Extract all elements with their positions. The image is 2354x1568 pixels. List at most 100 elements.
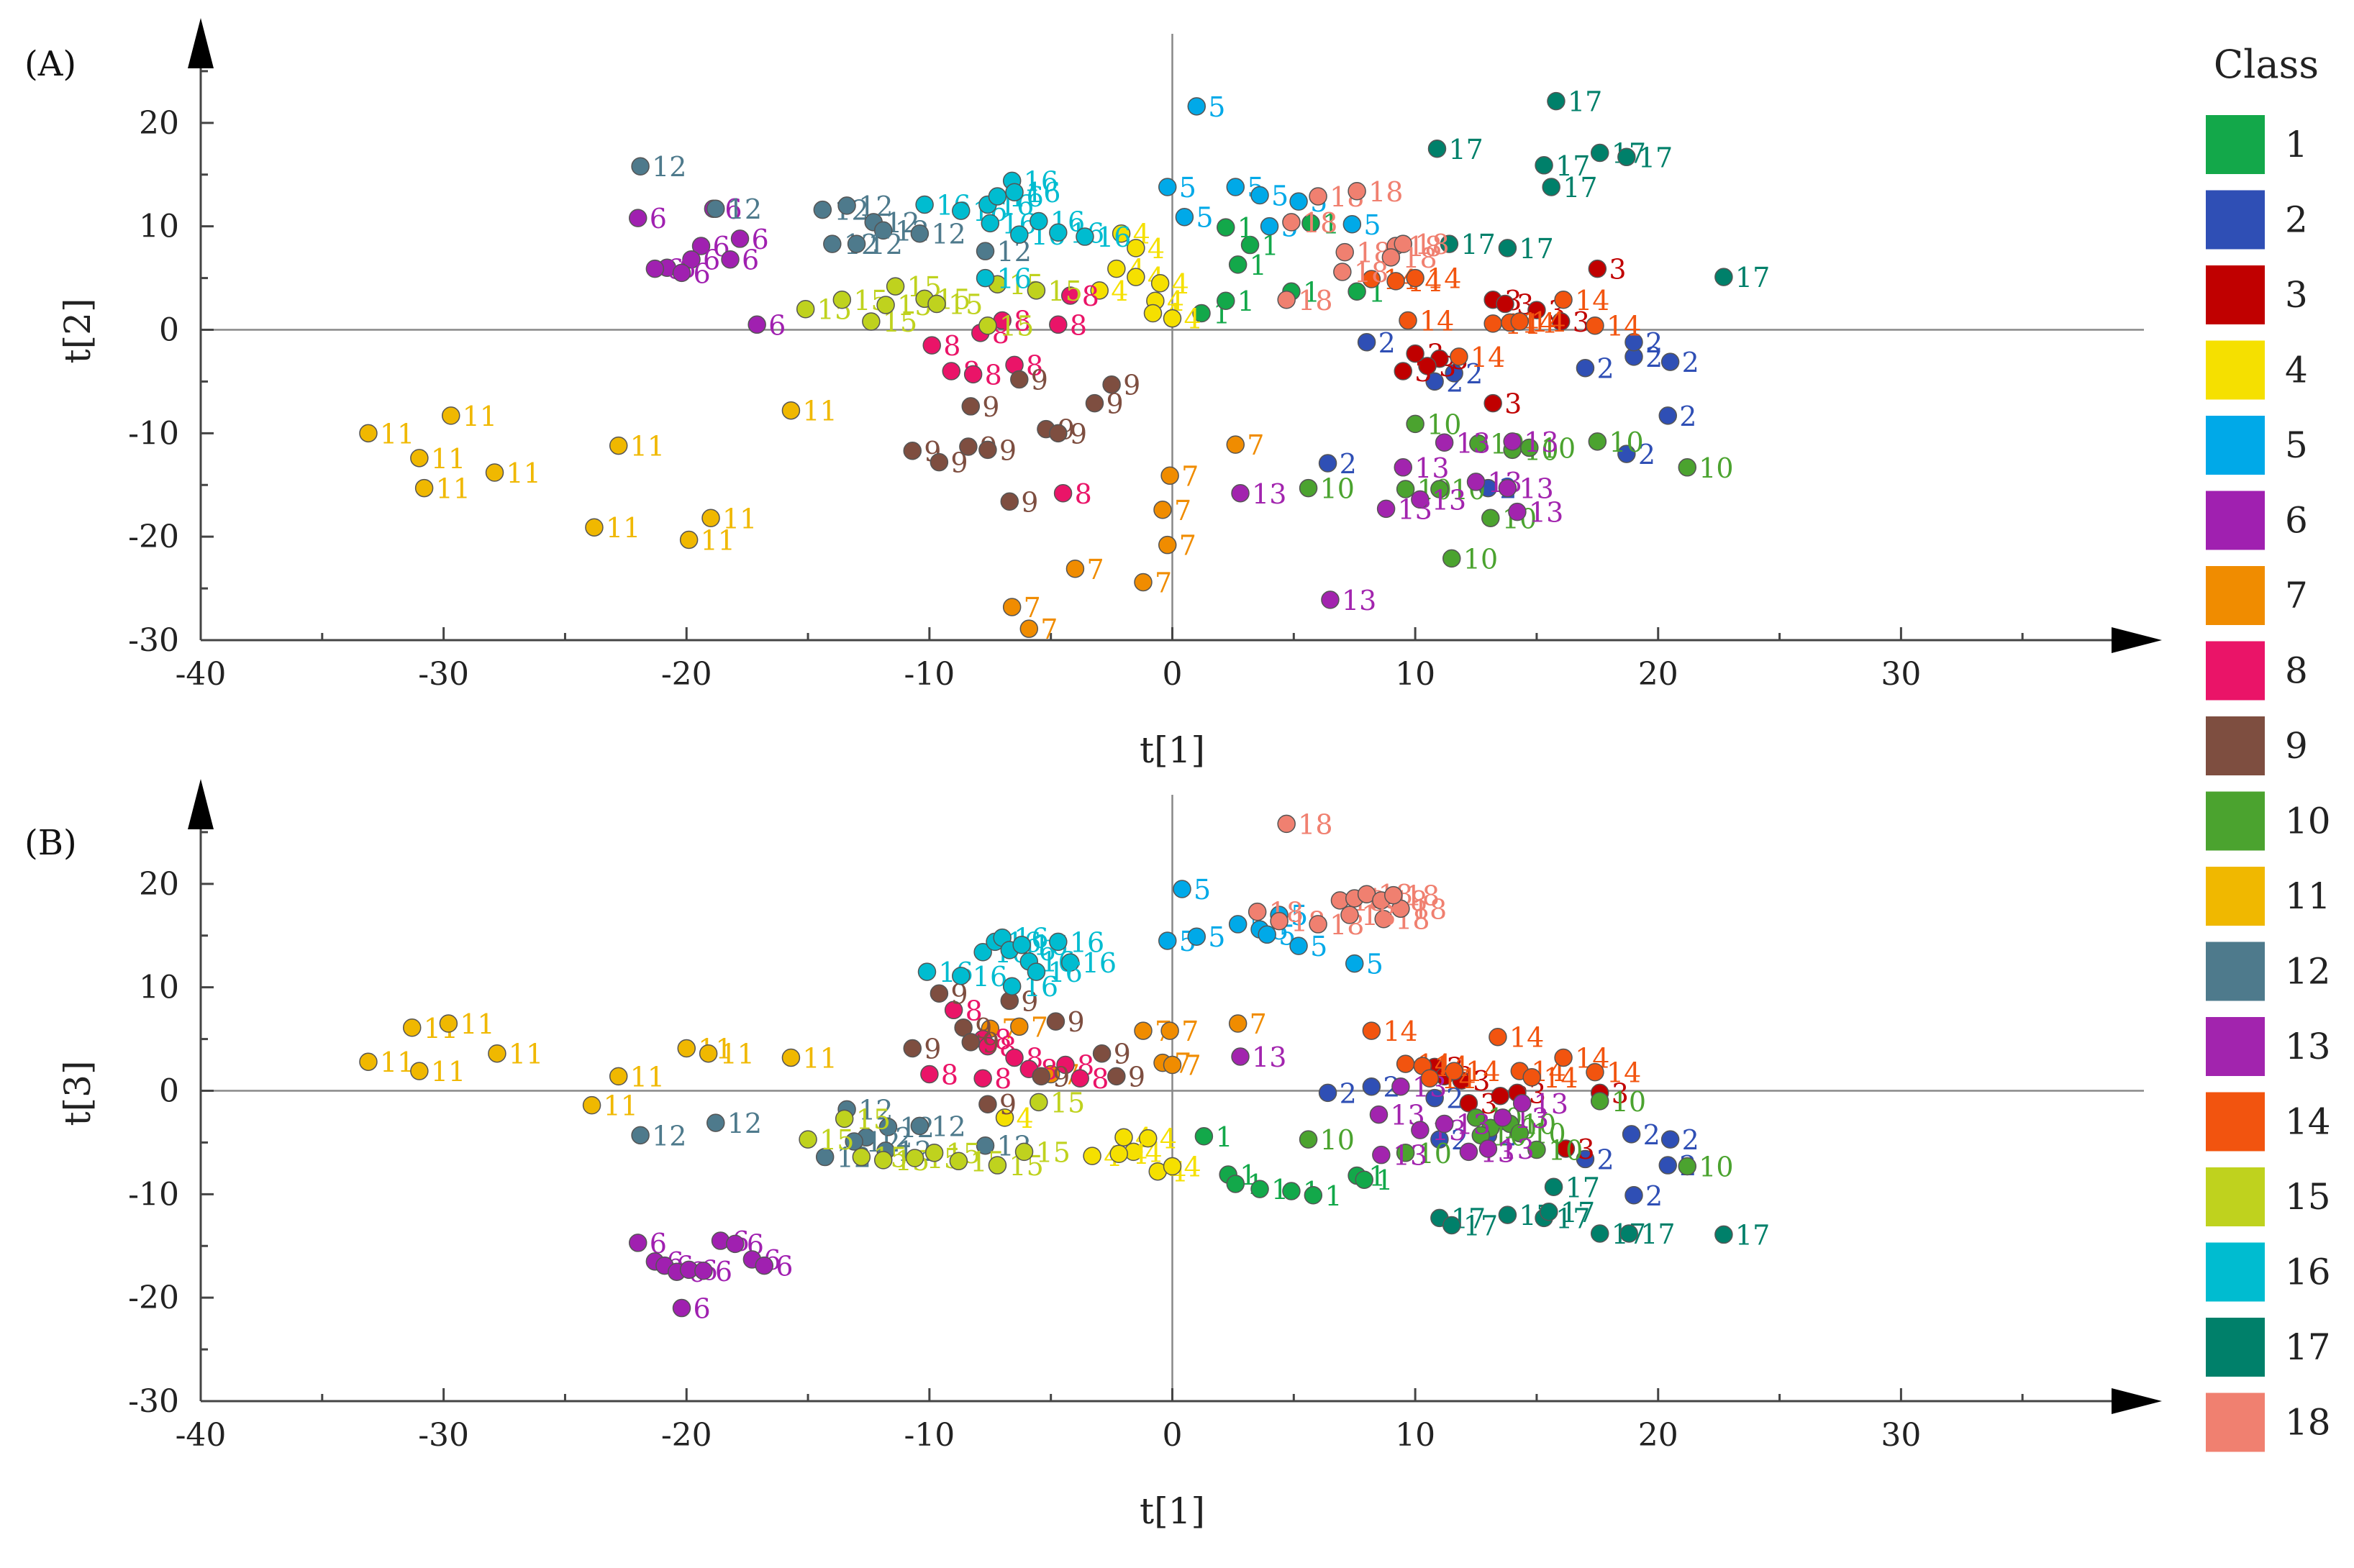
data-point-label: 10 bbox=[1548, 1134, 1583, 1166]
data-point-class-4 bbox=[1127, 268, 1145, 286]
data-point-class-16 bbox=[1002, 977, 1022, 995]
x-tick-label: 20 bbox=[1638, 656, 1678, 693]
data-point-class-11 bbox=[609, 436, 628, 455]
data-point-class-2 bbox=[1576, 1149, 1595, 1169]
legend-item-class-13: 13 bbox=[2206, 1017, 2331, 1076]
data-point-label: 16 bbox=[973, 961, 1007, 993]
data-point-class-8 bbox=[1005, 1048, 1024, 1067]
data-point-class-15 bbox=[924, 1144, 944, 1162]
data-point-class-16 bbox=[915, 195, 934, 214]
data-point-class-11 bbox=[410, 1062, 429, 1080]
data-point-class-10 bbox=[1588, 432, 1607, 451]
data-point-label: 1 bbox=[1303, 276, 1320, 308]
data-point-class-11 bbox=[701, 509, 720, 528]
data-point-label: 14 bbox=[1465, 1056, 1500, 1088]
data-point-class-4 bbox=[1143, 304, 1163, 323]
data-point-class-11 bbox=[485, 463, 504, 482]
data-point-label: 7 bbox=[1086, 554, 1104, 585]
legend-item-class-12: 12 bbox=[2206, 942, 2331, 1001]
legend-item-class-8: 8 bbox=[2206, 641, 2308, 701]
data-point-class-3 bbox=[1483, 393, 1502, 413]
data-point-class-7 bbox=[1065, 560, 1085, 578]
data-point-class-2 bbox=[1318, 1083, 1337, 1103]
data-point-class-11 bbox=[442, 406, 460, 425]
data-point-label: 7 bbox=[1024, 592, 1041, 624]
data-point-class-6 bbox=[682, 250, 701, 269]
data-point-label: 7 bbox=[1155, 567, 1172, 598]
data-point-class-5 bbox=[1226, 178, 1245, 196]
legend-label: 16 bbox=[2285, 1252, 2331, 1293]
data-point-class-4 bbox=[1138, 1129, 1158, 1148]
data-point-label: 2 bbox=[1596, 1144, 1614, 1175]
data-point-class-8 bbox=[1049, 315, 1068, 334]
data-point-label: 5 bbox=[1179, 172, 1196, 204]
data-point-label: 17 bbox=[1463, 1210, 1498, 1241]
data-point-label: 18 bbox=[1354, 257, 1389, 288]
legend-label: 3 bbox=[2285, 274, 2308, 316]
data-point-label: 6 bbox=[776, 1251, 793, 1282]
data-point-label: 9 bbox=[924, 1034, 941, 1065]
y-tick-label: -30 bbox=[128, 622, 179, 659]
data-point-class-4 bbox=[1107, 259, 1126, 278]
x-tick-label: -10 bbox=[904, 656, 955, 693]
data-point-label: 18 bbox=[1412, 893, 1447, 925]
data-point-class-18 bbox=[1333, 263, 1352, 281]
data-point-class-1 bbox=[1194, 1127, 1214, 1146]
legend-swatch bbox=[2206, 566, 2265, 625]
legend-swatch bbox=[2206, 716, 2265, 775]
data-point-class-9 bbox=[903, 1039, 922, 1058]
data-point-label: 11 bbox=[463, 401, 497, 432]
data-point-label: 17 bbox=[1460, 229, 1495, 260]
data-point-label: 9 bbox=[1123, 370, 1140, 401]
data-point-class-7 bbox=[1228, 1014, 1248, 1033]
data-point-class-13 bbox=[1231, 1047, 1250, 1066]
y-tick-label: 20 bbox=[139, 866, 179, 903]
data-point-label: 2 bbox=[1638, 439, 1655, 470]
legend-label: 2 bbox=[2285, 199, 2308, 241]
data-point-class-9 bbox=[1032, 1067, 1050, 1086]
data-point-label: 7 bbox=[1247, 429, 1264, 461]
data-point-class-14 bbox=[1586, 1062, 1604, 1082]
data-point-class-3 bbox=[1588, 259, 1607, 278]
x-tick-label: -20 bbox=[661, 1417, 712, 1454]
legend-item-class-7: 7 bbox=[2206, 566, 2308, 625]
data-point-class-12 bbox=[631, 157, 650, 176]
data-point-class-7 bbox=[1163, 1055, 1182, 1075]
data-point-label: 4 bbox=[1184, 1151, 1201, 1182]
data-point-label: 11 bbox=[630, 1061, 665, 1093]
data-point-label: 15 bbox=[1050, 1087, 1085, 1118]
data-point-class-8 bbox=[1071, 1069, 1089, 1088]
data-point-class-2 bbox=[1425, 1088, 1444, 1108]
data-point-class-2 bbox=[1576, 358, 1595, 378]
data-point-class-14 bbox=[1420, 1069, 1440, 1088]
legend-label: 13 bbox=[2285, 1026, 2331, 1067]
data-point-label: 13 bbox=[1524, 427, 1558, 458]
data-point-class-17 bbox=[1535, 156, 1553, 175]
data-point-class-17 bbox=[1427, 140, 1447, 158]
data-point-label: 9 bbox=[982, 1027, 999, 1059]
data-point-label: 10 bbox=[1463, 543, 1498, 575]
legend-swatch bbox=[2206, 491, 2265, 550]
data-point-class-14 bbox=[1554, 1048, 1573, 1067]
data-point-class-4 bbox=[1127, 239, 1145, 257]
data-point-class-11 bbox=[677, 1039, 696, 1058]
legend-label: 10 bbox=[2285, 801, 2331, 842]
data-point-label: 14 bbox=[1531, 306, 1565, 338]
data-point-label: 11 bbox=[802, 1042, 837, 1074]
data-point-label: 7 bbox=[1184, 1050, 1201, 1082]
legend-swatch bbox=[2206, 791, 2265, 851]
data-point-label: 13 bbox=[1534, 1088, 1568, 1120]
legend-label: 17 bbox=[2285, 1326, 2331, 1368]
data-point-class-13 bbox=[1508, 502, 1527, 521]
legend-label: 7 bbox=[2285, 575, 2308, 616]
data-point-label: 6 bbox=[715, 1256, 732, 1287]
panel-b: -40 -30 -20 -10 0 10 20 30-30-20-1001020(B)t[1]… bbox=[24, 779, 2162, 1532]
data-point-class-8 bbox=[1053, 484, 1073, 503]
x-tick-label: -20 bbox=[661, 656, 712, 693]
data-point-class-2 bbox=[1318, 454, 1337, 473]
data-point-label: 16 bbox=[1070, 926, 1104, 958]
data-point-class-6 bbox=[721, 250, 740, 269]
data-point-label: 9 bbox=[1021, 486, 1038, 518]
legend-label: 5 bbox=[2285, 424, 2308, 466]
data-point-class-17 bbox=[1590, 143, 1609, 163]
